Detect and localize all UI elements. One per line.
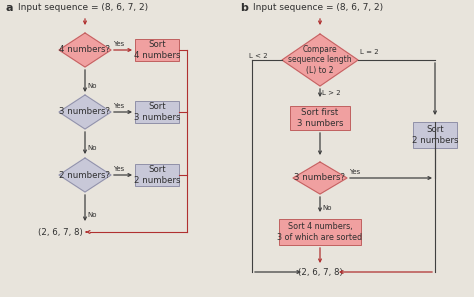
Text: Yes: Yes xyxy=(349,169,360,175)
Polygon shape xyxy=(59,158,111,192)
Text: L > 2: L > 2 xyxy=(322,90,341,96)
Text: Sort
3 numbers: Sort 3 numbers xyxy=(134,102,180,122)
Text: 2 numbers?: 2 numbers? xyxy=(60,170,110,179)
FancyBboxPatch shape xyxy=(290,106,350,130)
FancyBboxPatch shape xyxy=(413,122,457,148)
Text: Sort
2 numbers: Sort 2 numbers xyxy=(412,125,458,145)
FancyBboxPatch shape xyxy=(279,219,361,245)
Polygon shape xyxy=(59,95,111,129)
Text: Sort
2 numbers: Sort 2 numbers xyxy=(134,165,180,185)
Text: L < 2: L < 2 xyxy=(249,53,268,59)
Text: L = 2: L = 2 xyxy=(360,49,379,55)
Text: 3 numbers?: 3 numbers? xyxy=(60,108,110,116)
Polygon shape xyxy=(282,34,358,86)
Text: Yes: Yes xyxy=(113,166,124,172)
Text: (2, 6, 7, 8): (2, 6, 7, 8) xyxy=(38,228,83,236)
Text: Input sequence = (8, 6, 7, 2): Input sequence = (8, 6, 7, 2) xyxy=(18,4,148,12)
Text: 3 numbers?: 3 numbers? xyxy=(294,173,346,182)
Text: Input sequence = (8, 6, 7, 2): Input sequence = (8, 6, 7, 2) xyxy=(253,4,383,12)
FancyBboxPatch shape xyxy=(135,101,179,123)
Polygon shape xyxy=(293,162,347,194)
Text: 4 numbers?: 4 numbers? xyxy=(60,45,110,55)
Text: Yes: Yes xyxy=(113,41,124,47)
Text: Sort first
3 numbers: Sort first 3 numbers xyxy=(297,108,343,128)
Text: Yes: Yes xyxy=(113,103,124,109)
Text: No: No xyxy=(87,212,97,218)
Text: Sort
4 numbers: Sort 4 numbers xyxy=(134,40,180,60)
Text: b: b xyxy=(240,3,248,13)
Text: Compare
sequence length
(L) to 2: Compare sequence length (L) to 2 xyxy=(288,45,352,75)
Text: (2, 6, 7, 8): (2, 6, 7, 8) xyxy=(298,268,342,277)
Text: a: a xyxy=(5,3,12,13)
Text: No: No xyxy=(87,83,97,89)
Text: No: No xyxy=(87,145,97,151)
Polygon shape xyxy=(59,33,111,67)
Text: Sort 4 numbers,
3 of which are sorted: Sort 4 numbers, 3 of which are sorted xyxy=(277,222,363,242)
FancyBboxPatch shape xyxy=(135,164,179,186)
Text: No: No xyxy=(322,205,331,211)
FancyBboxPatch shape xyxy=(135,39,179,61)
